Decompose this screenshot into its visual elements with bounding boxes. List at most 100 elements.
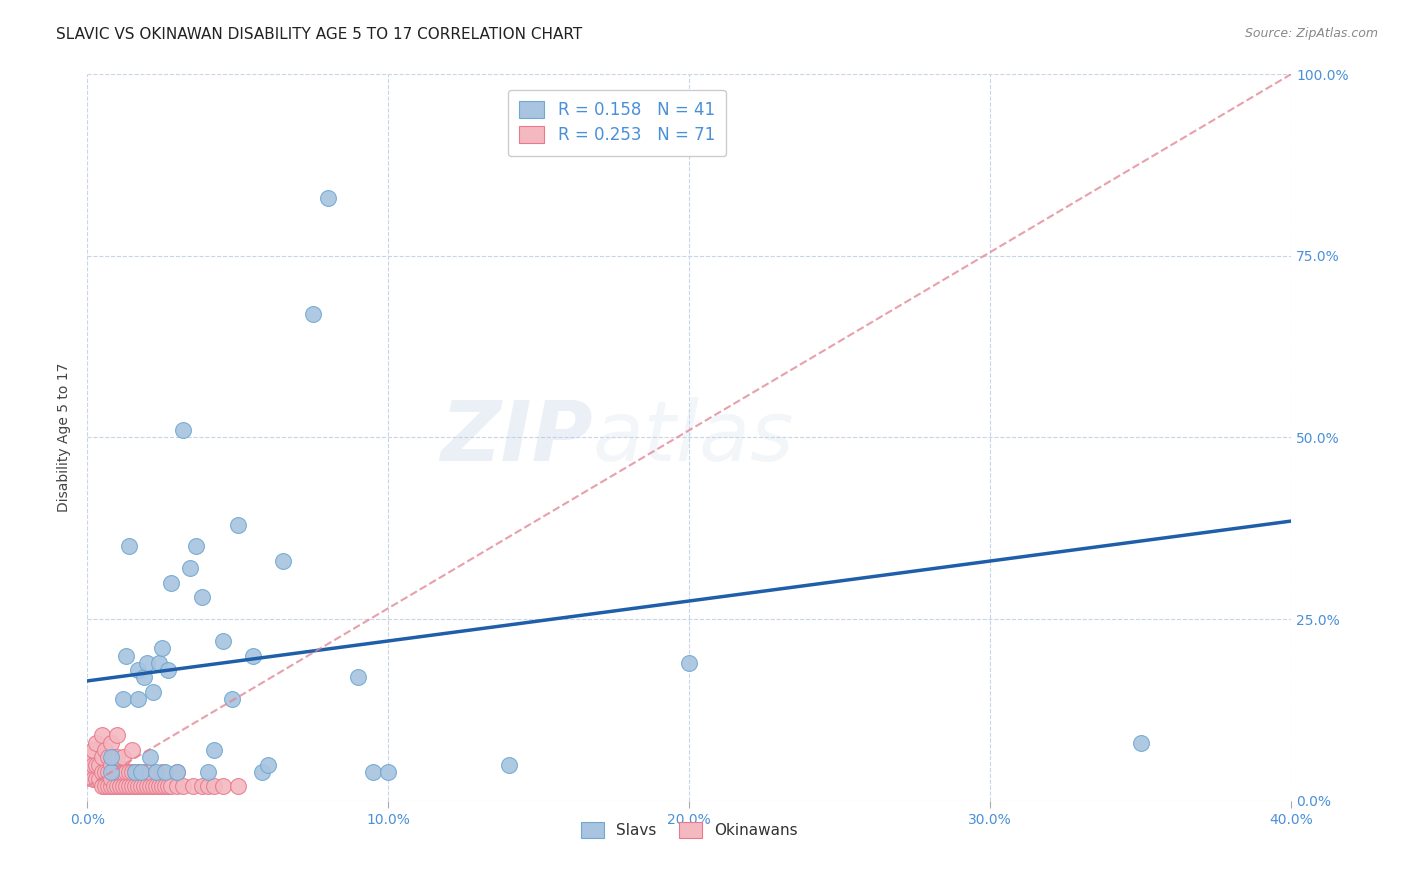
Point [127, 780, 149, 794]
Point [112, 692, 135, 706]
Point [103, 764, 125, 779]
Y-axis label: Disability Age 5 to 17: Disability Age 5 to 17 [58, 363, 72, 512]
Point [94, 780, 117, 794]
Point [148, 656, 170, 670]
Point [166, 764, 188, 779]
Point [112, 750, 135, 764]
Point [145, 764, 167, 779]
Point [160, 780, 183, 794]
Point [84, 772, 107, 786]
Point [118, 540, 141, 554]
Point [134, 764, 156, 779]
Point [94, 743, 117, 757]
Point [361, 764, 384, 779]
Point [166, 780, 188, 794]
Point [173, 780, 195, 794]
Point [118, 764, 141, 779]
Point [250, 764, 273, 779]
Point [100, 772, 122, 786]
Point [211, 634, 233, 648]
Point [197, 780, 219, 794]
Point [139, 750, 162, 764]
Point [100, 750, 122, 764]
Point [377, 764, 399, 779]
Point [211, 780, 233, 794]
Point [136, 780, 159, 794]
Point [124, 780, 146, 794]
Point [82, 743, 104, 757]
Point [105, 729, 128, 743]
Point [155, 764, 177, 779]
Point [103, 780, 125, 794]
Point [131, 764, 153, 779]
Point [678, 656, 700, 670]
Point [136, 764, 159, 779]
Point [181, 780, 204, 794]
Point [79, 764, 101, 779]
Text: ZIP: ZIP [440, 397, 593, 478]
Point [202, 780, 225, 794]
Point [131, 780, 153, 794]
Point [173, 423, 195, 437]
Point [97, 750, 120, 764]
Point [347, 670, 370, 684]
Point [197, 764, 219, 779]
Point [105, 750, 128, 764]
Point [89, 757, 111, 772]
Point [166, 764, 188, 779]
Text: atlas: atlas [593, 397, 794, 478]
Point [118, 780, 141, 794]
Point [152, 780, 174, 794]
Point [1129, 736, 1152, 750]
Point [316, 191, 339, 205]
Text: SLAVIC VS OKINAWAN DISABILITY AGE 5 TO 17 CORRELATION CHART: SLAVIC VS OKINAWAN DISABILITY AGE 5 TO 1… [56, 27, 582, 42]
Point [112, 764, 135, 779]
Point [89, 772, 111, 786]
Point [302, 307, 325, 321]
Point [82, 772, 104, 786]
Point [190, 780, 212, 794]
Point [115, 780, 138, 794]
Point [152, 641, 174, 656]
Point [152, 764, 174, 779]
Point [121, 743, 143, 757]
Point [179, 561, 201, 575]
Point [110, 764, 132, 779]
Point [91, 750, 114, 764]
Legend: Slavs, Okinawans: Slavs, Okinawans [575, 816, 804, 844]
Point [221, 692, 243, 706]
Point [498, 757, 520, 772]
Point [121, 780, 143, 794]
Point [79, 750, 101, 764]
Point [127, 663, 149, 677]
Point [84, 757, 107, 772]
Point [97, 780, 120, 794]
Point [100, 757, 122, 772]
Point [127, 764, 149, 779]
Point [155, 780, 177, 794]
Point [115, 648, 138, 663]
Point [226, 780, 249, 794]
Point [124, 764, 146, 779]
Point [157, 780, 180, 794]
Point [256, 757, 278, 772]
Point [91, 764, 114, 779]
Point [145, 780, 167, 794]
Point [100, 764, 122, 779]
Point [97, 764, 120, 779]
Point [142, 780, 165, 794]
Point [160, 575, 183, 590]
Point [142, 685, 165, 699]
Point [105, 764, 128, 779]
Point [139, 780, 162, 794]
Point [112, 780, 135, 794]
Point [124, 764, 146, 779]
Point [134, 670, 156, 684]
Point [105, 780, 128, 794]
Point [202, 743, 225, 757]
Point [110, 780, 132, 794]
Point [91, 780, 114, 794]
Point [271, 554, 294, 568]
Point [136, 656, 159, 670]
Point [184, 540, 207, 554]
